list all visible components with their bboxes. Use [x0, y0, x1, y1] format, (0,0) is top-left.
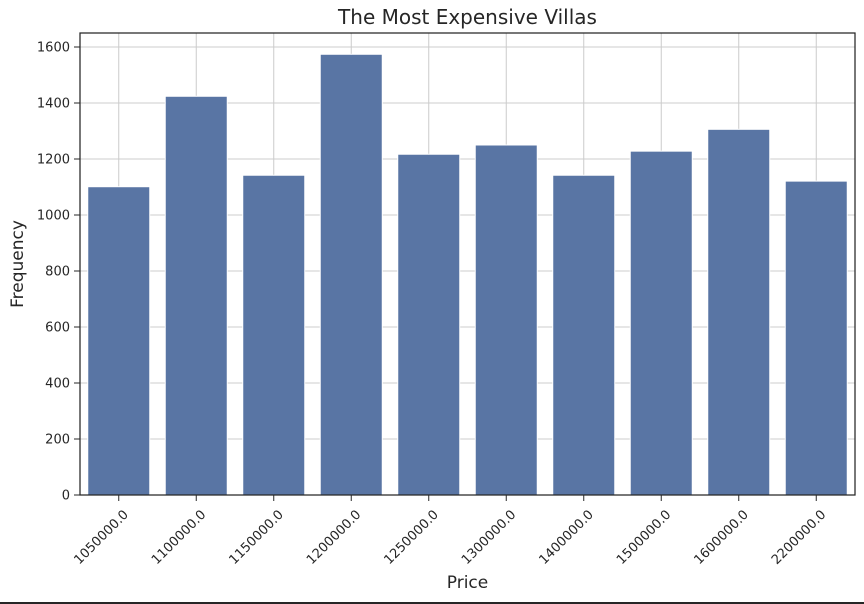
- bar: [707, 128, 771, 496]
- y-tick-label: 1600: [37, 41, 70, 56]
- y-tick-label: 400: [45, 377, 70, 392]
- bar: [474, 144, 538, 496]
- y-tick-label: 1200: [37, 153, 70, 168]
- bar: [552, 174, 616, 496]
- x-tick-label: 1600000.0: [691, 507, 751, 567]
- y-tick-label: 1000: [37, 209, 70, 224]
- x-tick-label: 2200000.0: [769, 507, 829, 567]
- x-axis-ticks: 1050000.0 1100000.0 1150000.0 1200000.0 1250…: [71, 495, 829, 568]
- bar: [784, 180, 848, 496]
- x-tick-label: 1050000.0: [71, 507, 131, 567]
- x-tick-label: 1200000.0: [304, 507, 364, 567]
- x-tick-label: 1400000.0: [536, 507, 596, 567]
- bar: [242, 174, 306, 496]
- x-tick-label: 1500000.0: [614, 507, 674, 567]
- bar: [629, 150, 693, 496]
- y-axis-ticks: 0 200 400 600 800 1000 1200 1400 1600: [37, 41, 80, 504]
- bars: [87, 53, 848, 496]
- x-tick-label: 1250000.0: [381, 507, 441, 567]
- plot-frame: [79, 32, 856, 496]
- bar: [87, 186, 151, 496]
- x-tick-label: 1150000.0: [226, 507, 286, 567]
- y-axis-label: Frequency: [8, 220, 28, 308]
- bar: [319, 53, 383, 496]
- y-tick-label: 200: [45, 433, 70, 448]
- x-tick-label: 1100000.0: [149, 507, 209, 567]
- bottom-border: [0, 602, 864, 604]
- y-tick-label: 0: [62, 489, 70, 504]
- y-tick-label: 600: [45, 321, 70, 336]
- chart-title: The Most Expensive Villas: [337, 5, 597, 29]
- bar: [164, 95, 228, 496]
- y-tick-label: 800: [45, 265, 70, 280]
- bar: [397, 153, 461, 496]
- y-tick-label: 1400: [37, 97, 70, 112]
- x-tick-label: 1300000.0: [459, 507, 519, 567]
- x-axis-label: Price: [447, 573, 488, 593]
